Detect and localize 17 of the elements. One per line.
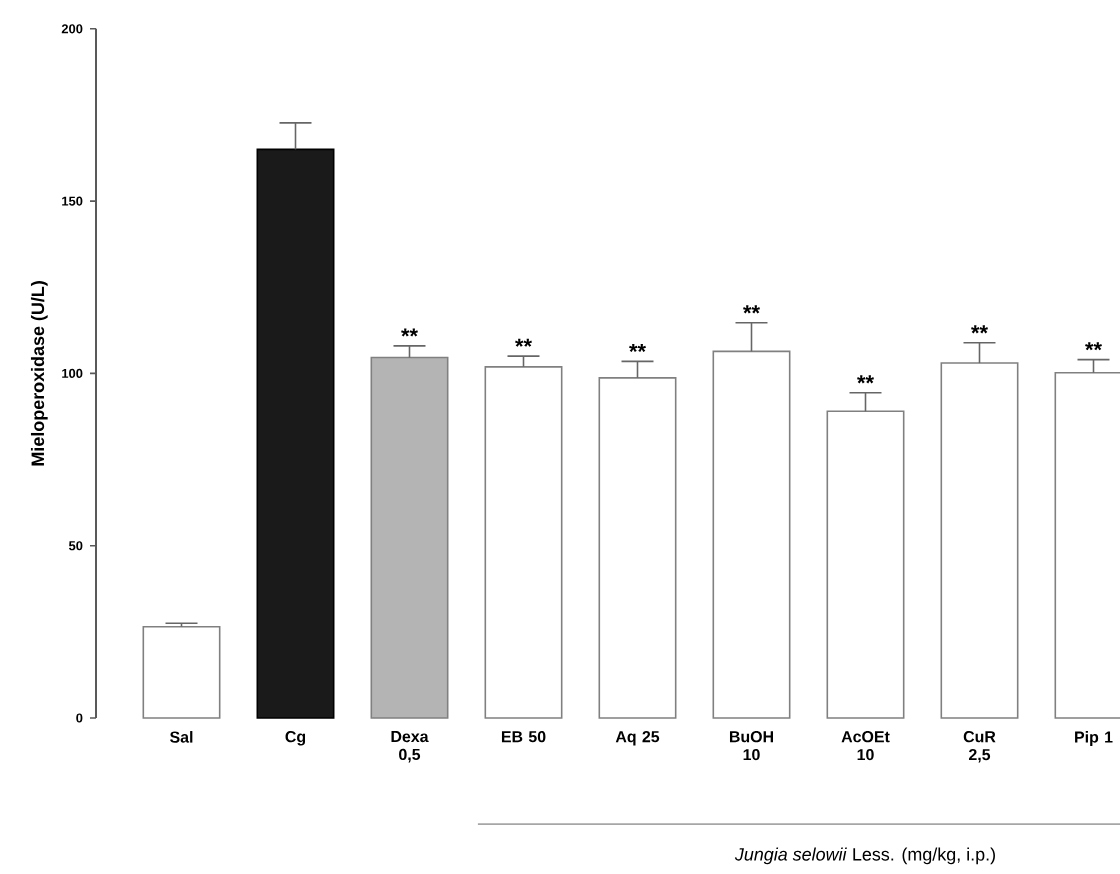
bar bbox=[370, 356, 449, 719]
annotation: ** bbox=[515, 338, 532, 347]
annotation: ** bbox=[743, 305, 760, 314]
annotation: ** bbox=[629, 343, 646, 353]
text: Jungia selowii Less. (mg/kg, i.p.) bbox=[734, 847, 995, 865]
bar bbox=[826, 410, 905, 719]
bar bbox=[598, 377, 677, 719]
bar bbox=[484, 366, 563, 719]
annotation: ** bbox=[857, 375, 874, 384]
annotation: ** bbox=[1085, 342, 1102, 351]
bar bbox=[712, 350, 791, 719]
bar bbox=[940, 362, 1019, 719]
y-axis-title: Mieloperoxidase (U/L) bbox=[30, 281, 48, 466]
annotation: ** bbox=[971, 325, 988, 334]
bar bbox=[256, 148, 335, 719]
bar bbox=[142, 625, 221, 719]
annotation: ** bbox=[401, 328, 418, 337]
